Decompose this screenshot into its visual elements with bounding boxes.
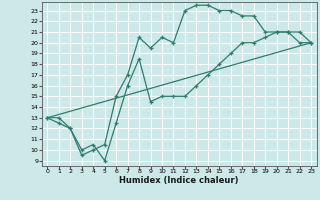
X-axis label: Humidex (Indice chaleur): Humidex (Indice chaleur) [119, 176, 239, 185]
